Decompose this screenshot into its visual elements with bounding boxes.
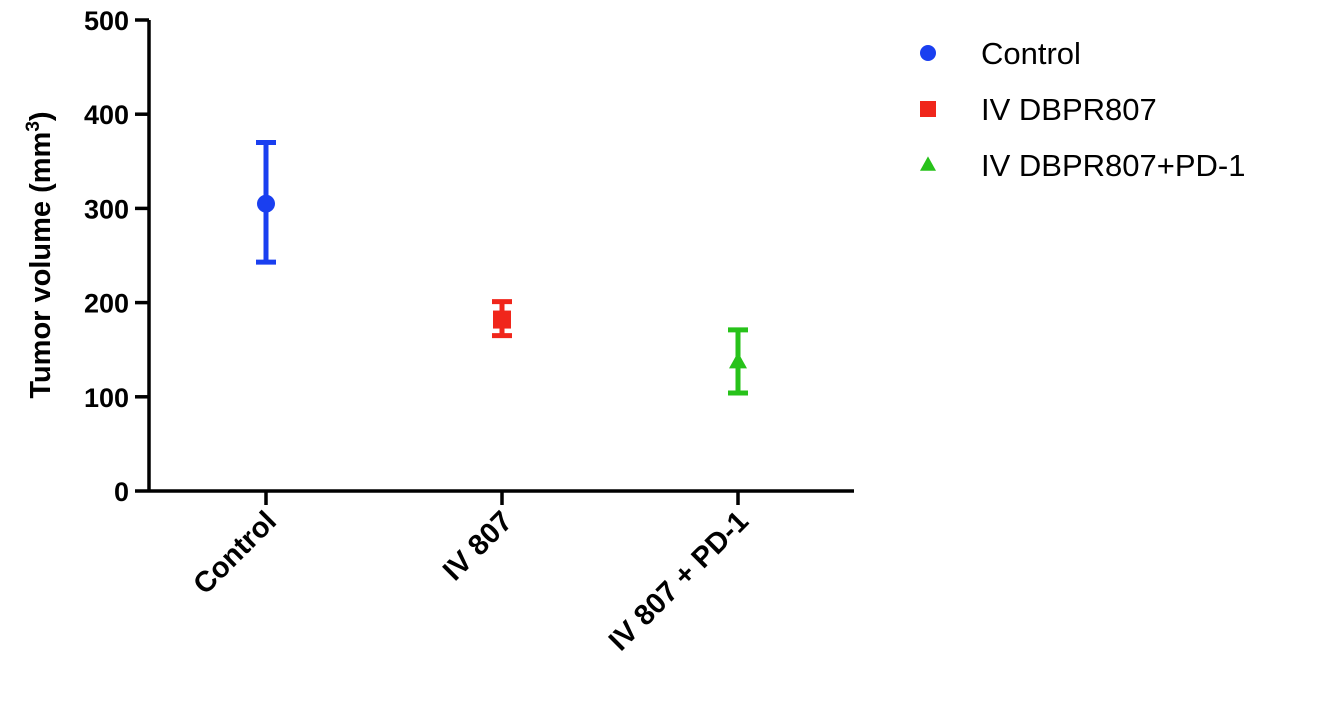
y-tick-label: 100 [84,383,129,413]
y-tick-label: 0 [114,477,129,507]
marker-triangle [920,156,936,171]
y-tick-label: 300 [84,194,129,224]
marker-square [493,310,511,329]
y-tick-label: 500 [84,6,129,36]
y-axis-title: Tumor volume (mm3) [23,111,57,398]
y-tick-label: 400 [84,100,129,130]
y-ticks: 0 100 200 300 400 500 [84,6,149,507]
y-axis-title-text: Tumor volume (mm3) [23,111,57,398]
y-axis-title-main: Tumor volume (mm [25,132,57,399]
y-axis-title-superscript: 3 [23,121,44,132]
marker-triangle [729,352,747,369]
x-ticks: Control IV 807 IV 807 + PD-1 [187,491,755,657]
legend-label: IV DBPR807 [981,92,1157,127]
x-tick-label: Control [187,505,283,601]
marker-square [920,101,936,117]
legend: Control IV DBPR807 IV DBPR807+PD-1 [920,36,1245,183]
legend-label: IV DBPR807+PD-1 [981,148,1245,183]
legend-item: Control [920,36,1081,71]
x-tick-label: IV 807 [437,505,519,587]
axes [147,20,854,493]
series-0 [256,139,276,265]
marker-circle [920,45,936,61]
y-tick-label: 200 [84,289,129,319]
legend-label: Control [981,36,1081,71]
x-tick-label: IV 807 + PD-1 [603,505,755,657]
legend-item: IV DBPR807 [920,92,1157,127]
y-axis-title-close: ) [25,111,57,121]
legend-item: IV DBPR807+PD-1 [920,148,1245,183]
data-marks [256,139,748,396]
series-2 [728,327,748,396]
marker-circle [257,194,275,213]
series-1 [492,299,512,339]
